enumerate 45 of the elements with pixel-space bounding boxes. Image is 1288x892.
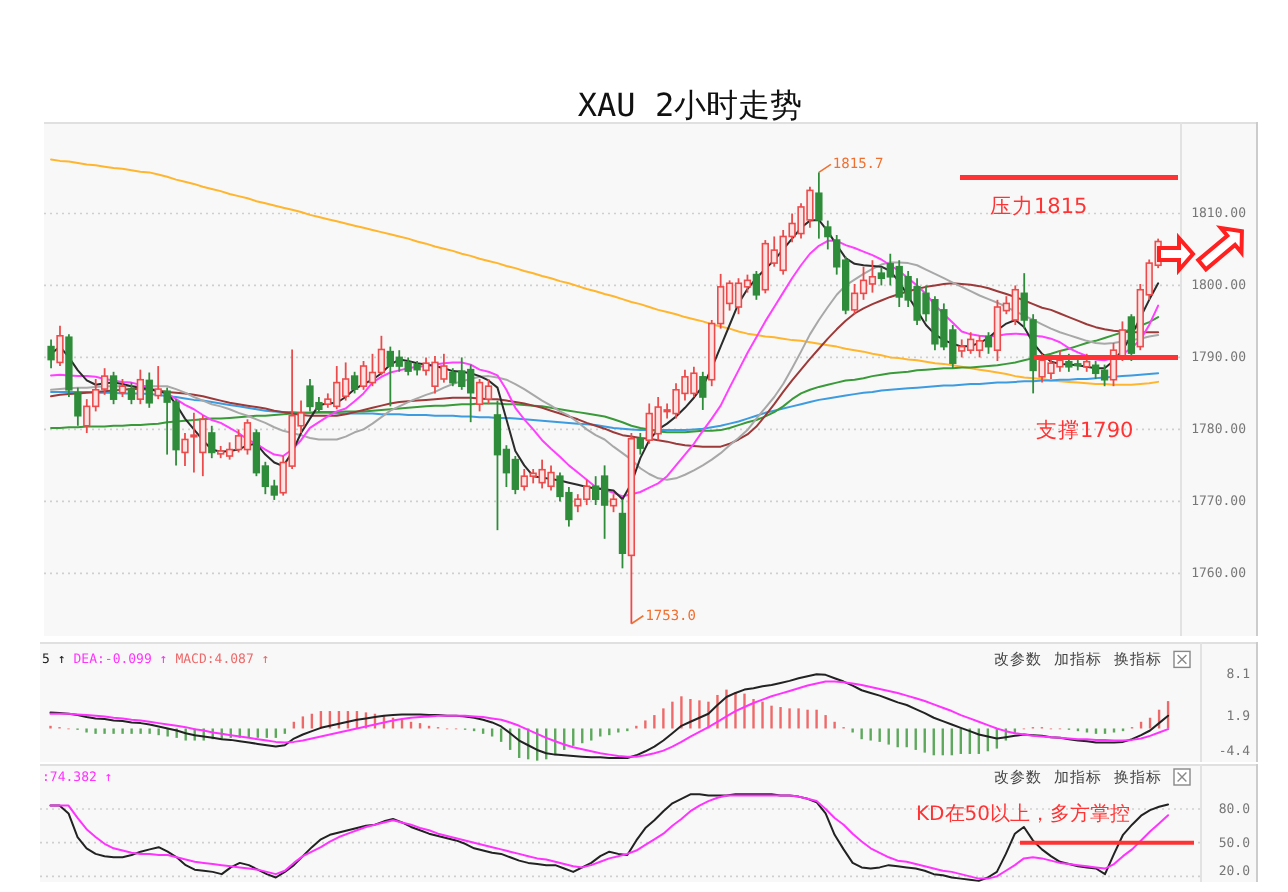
candlestick: [815, 171, 823, 240]
candlestick: [1011, 284, 1019, 326]
ref-line-label: KD在50以上，多方掌控: [916, 801, 1130, 826]
candlestick: [618, 498, 627, 570]
candlestick: [74, 386, 82, 427]
candlestick: [475, 378, 484, 413]
candlestick: [734, 277, 743, 316]
candlestick: [993, 298, 1002, 362]
candlestick: [824, 219, 832, 251]
candlestick: [127, 381, 136, 406]
candlestick: [109, 370, 118, 406]
candlestick: [234, 428, 243, 454]
candlestick: [181, 432, 189, 468]
candlestick: [493, 399, 502, 532]
candlestick: [600, 464, 609, 540]
candlestick: [1127, 313, 1136, 362]
candlestick: [984, 331, 993, 355]
candlestick: [868, 259, 877, 294]
candlestick: [208, 424, 216, 460]
candlestick: [56, 324, 64, 367]
candlestick: [850, 283, 859, 316]
line-series: [50, 261, 1160, 481]
candlestick: [243, 418, 252, 456]
candlestick: [484, 378, 493, 406]
candlestick: [592, 475, 600, 506]
candlestick: [966, 331, 975, 355]
candlestick: [752, 270, 761, 301]
chart-title: XAU 2小时走势: [577, 86, 803, 124]
ref-line-label: 压力1815: [990, 193, 1088, 220]
candlestick: [1100, 363, 1109, 388]
ref-line-label: 支撑1790: [1036, 417, 1134, 444]
candlestick: [636, 432, 644, 456]
candlestick: [377, 334, 386, 377]
candlestick: [47, 338, 55, 370]
candlestick: [699, 370, 707, 411]
line-series: [50, 158, 1160, 386]
candlestick: [145, 371, 153, 409]
candlestick: [136, 368, 144, 406]
candlestick: [190, 411, 198, 474]
candlestick: [368, 352, 377, 388]
candlestick: [154, 365, 162, 401]
candlestick: [511, 455, 519, 496]
candlestick: [359, 360, 368, 391]
candlestick: [975, 334, 984, 359]
candlestick: [350, 370, 359, 395]
